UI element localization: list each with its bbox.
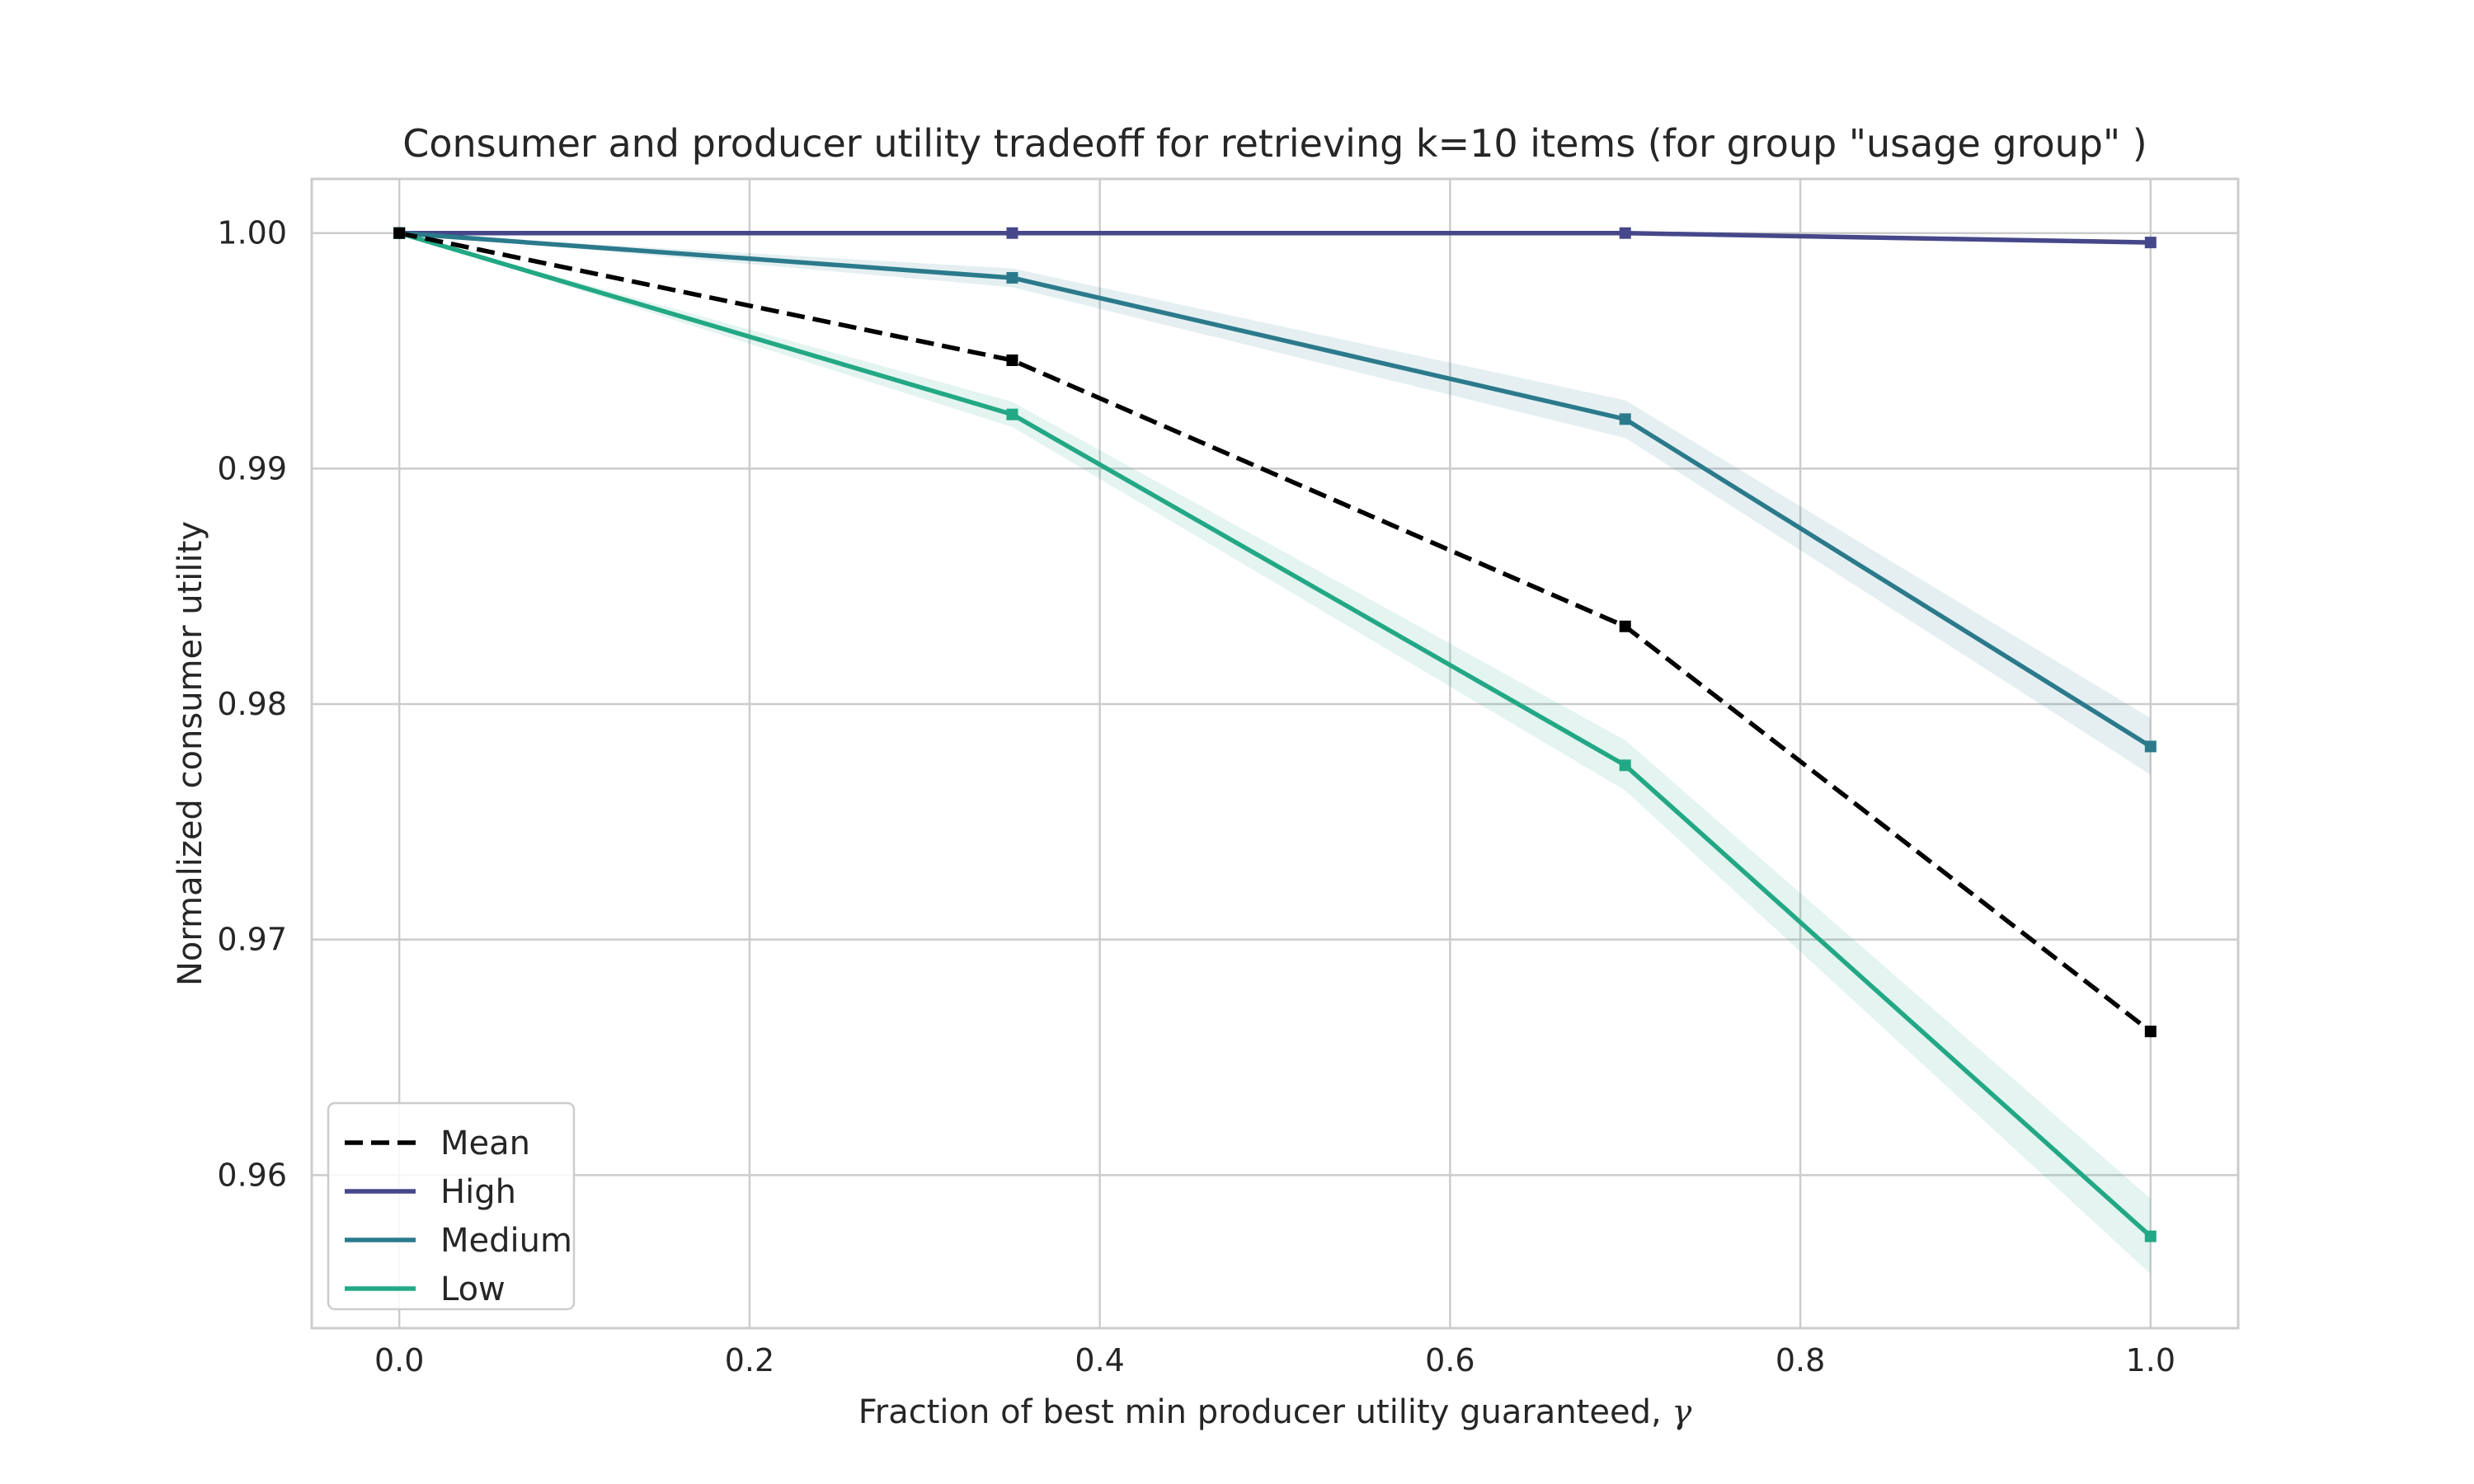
marker-high xyxy=(1006,227,1018,239)
marker-mean xyxy=(393,227,406,239)
y-tick-label: 0.97 xyxy=(217,922,287,958)
x-tick-label: 0.2 xyxy=(725,1342,774,1378)
band-medium xyxy=(399,232,2151,775)
x-axis-label-text: Fraction of best min producer utility gu… xyxy=(858,1393,1672,1431)
legend-items: Mean High Medium Low xyxy=(345,1125,572,1308)
y-tick-label: 0.98 xyxy=(217,686,287,722)
marker-mean xyxy=(1619,620,1631,632)
legend-label-medium: Medium xyxy=(440,1222,572,1260)
x-tick-label: 1.0 xyxy=(2126,1342,2175,1378)
marker-mean xyxy=(1006,354,1018,366)
legend-box xyxy=(327,1101,576,1311)
x-tick-label: 0.8 xyxy=(1776,1342,1825,1378)
marker-medium xyxy=(2144,740,2157,753)
x-tick-label: 0.0 xyxy=(374,1342,424,1378)
line-mean xyxy=(398,231,2152,1034)
x-tick-labels: 0.0 0.2 0.4 0.6 0.8 1.0 xyxy=(374,1342,2175,1378)
y-axis-label: Normalized consumer utility xyxy=(172,521,209,986)
legend-label-high: High xyxy=(440,1173,516,1211)
legend-label-mean: Mean xyxy=(440,1125,530,1162)
line-low xyxy=(398,231,2152,1238)
marker-high xyxy=(1619,227,1631,239)
x-tick-label: 0.6 xyxy=(1425,1342,1475,1378)
marker-medium xyxy=(1619,413,1631,425)
line-medium xyxy=(398,230,2152,749)
x-axis-gamma-symbol: γ xyxy=(1672,1393,1691,1431)
plot-frame xyxy=(310,177,2240,1330)
marker-low xyxy=(1006,408,1018,420)
y-tick-label: 1.00 xyxy=(217,215,287,251)
marker-mean xyxy=(2144,1026,2157,1038)
series-markers xyxy=(393,227,2157,1242)
marker-medium xyxy=(1006,271,1018,284)
y-tick-label: 0.96 xyxy=(217,1157,287,1193)
series-lines xyxy=(398,230,2152,1238)
x-axis-label: Fraction of best min producer utility gu… xyxy=(858,1393,1692,1431)
x-tick-label: 0.4 xyxy=(1075,1342,1124,1378)
line-high xyxy=(399,230,2151,245)
marker-low xyxy=(2144,1230,2157,1242)
marker-low xyxy=(1619,759,1631,772)
marker-high xyxy=(2144,237,2157,249)
chart-title: Consumer and producer utility tradeoff f… xyxy=(402,121,2147,166)
legend-label-low: Low xyxy=(440,1270,506,1308)
y-tick-labels: 0.96 0.97 0.98 0.99 1.00 xyxy=(217,215,287,1194)
y-tick-label: 0.99 xyxy=(217,450,287,486)
legend: Mean High Medium Low xyxy=(327,1101,576,1311)
